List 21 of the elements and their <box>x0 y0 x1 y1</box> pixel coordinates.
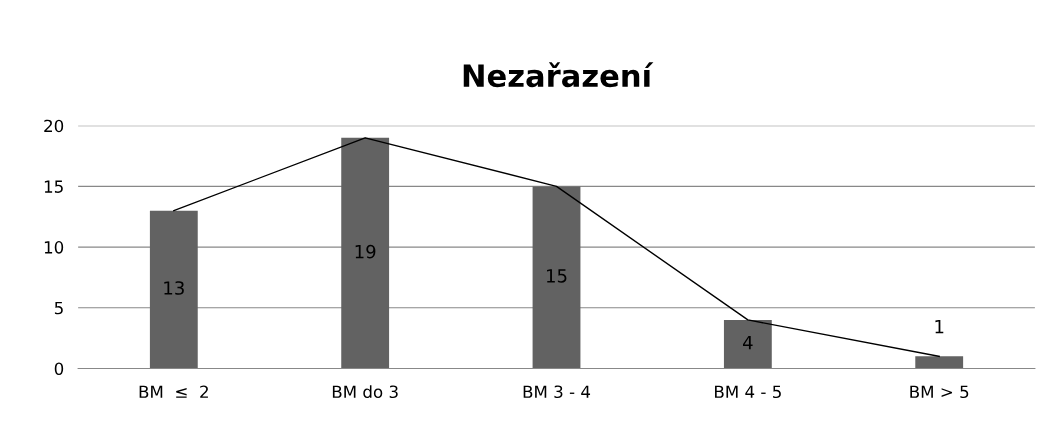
x-tick-label: BM 3 - 4 <box>523 385 591 399</box>
y-tick-label: 10 <box>44 241 64 254</box>
y-tick-label: 20 <box>44 119 64 133</box>
y-tick-label: 15 <box>44 180 63 193</box>
data-label: 13 <box>164 281 184 295</box>
data-label: 1 <box>935 319 944 334</box>
bar <box>532 186 581 369</box>
y-tick-label: 0 <box>54 362 64 376</box>
chart-title: Nezařazení <box>463 62 654 88</box>
x-tick-label: BM ≤ 2 <box>139 385 208 398</box>
x-tick-label: BM do 3 <box>332 385 398 399</box>
data-label: 15 <box>547 269 567 283</box>
x-tick-label: BM 4 - 5 <box>715 385 781 399</box>
data-label: 4 <box>743 336 753 350</box>
x-tick-label: BM > 5 <box>910 385 969 399</box>
y-tick-label: 5 <box>54 301 63 315</box>
data-label: 19 <box>355 244 376 259</box>
bar <box>723 319 772 369</box>
bar <box>341 137 390 369</box>
bar <box>149 210 198 369</box>
bar <box>915 356 964 369</box>
